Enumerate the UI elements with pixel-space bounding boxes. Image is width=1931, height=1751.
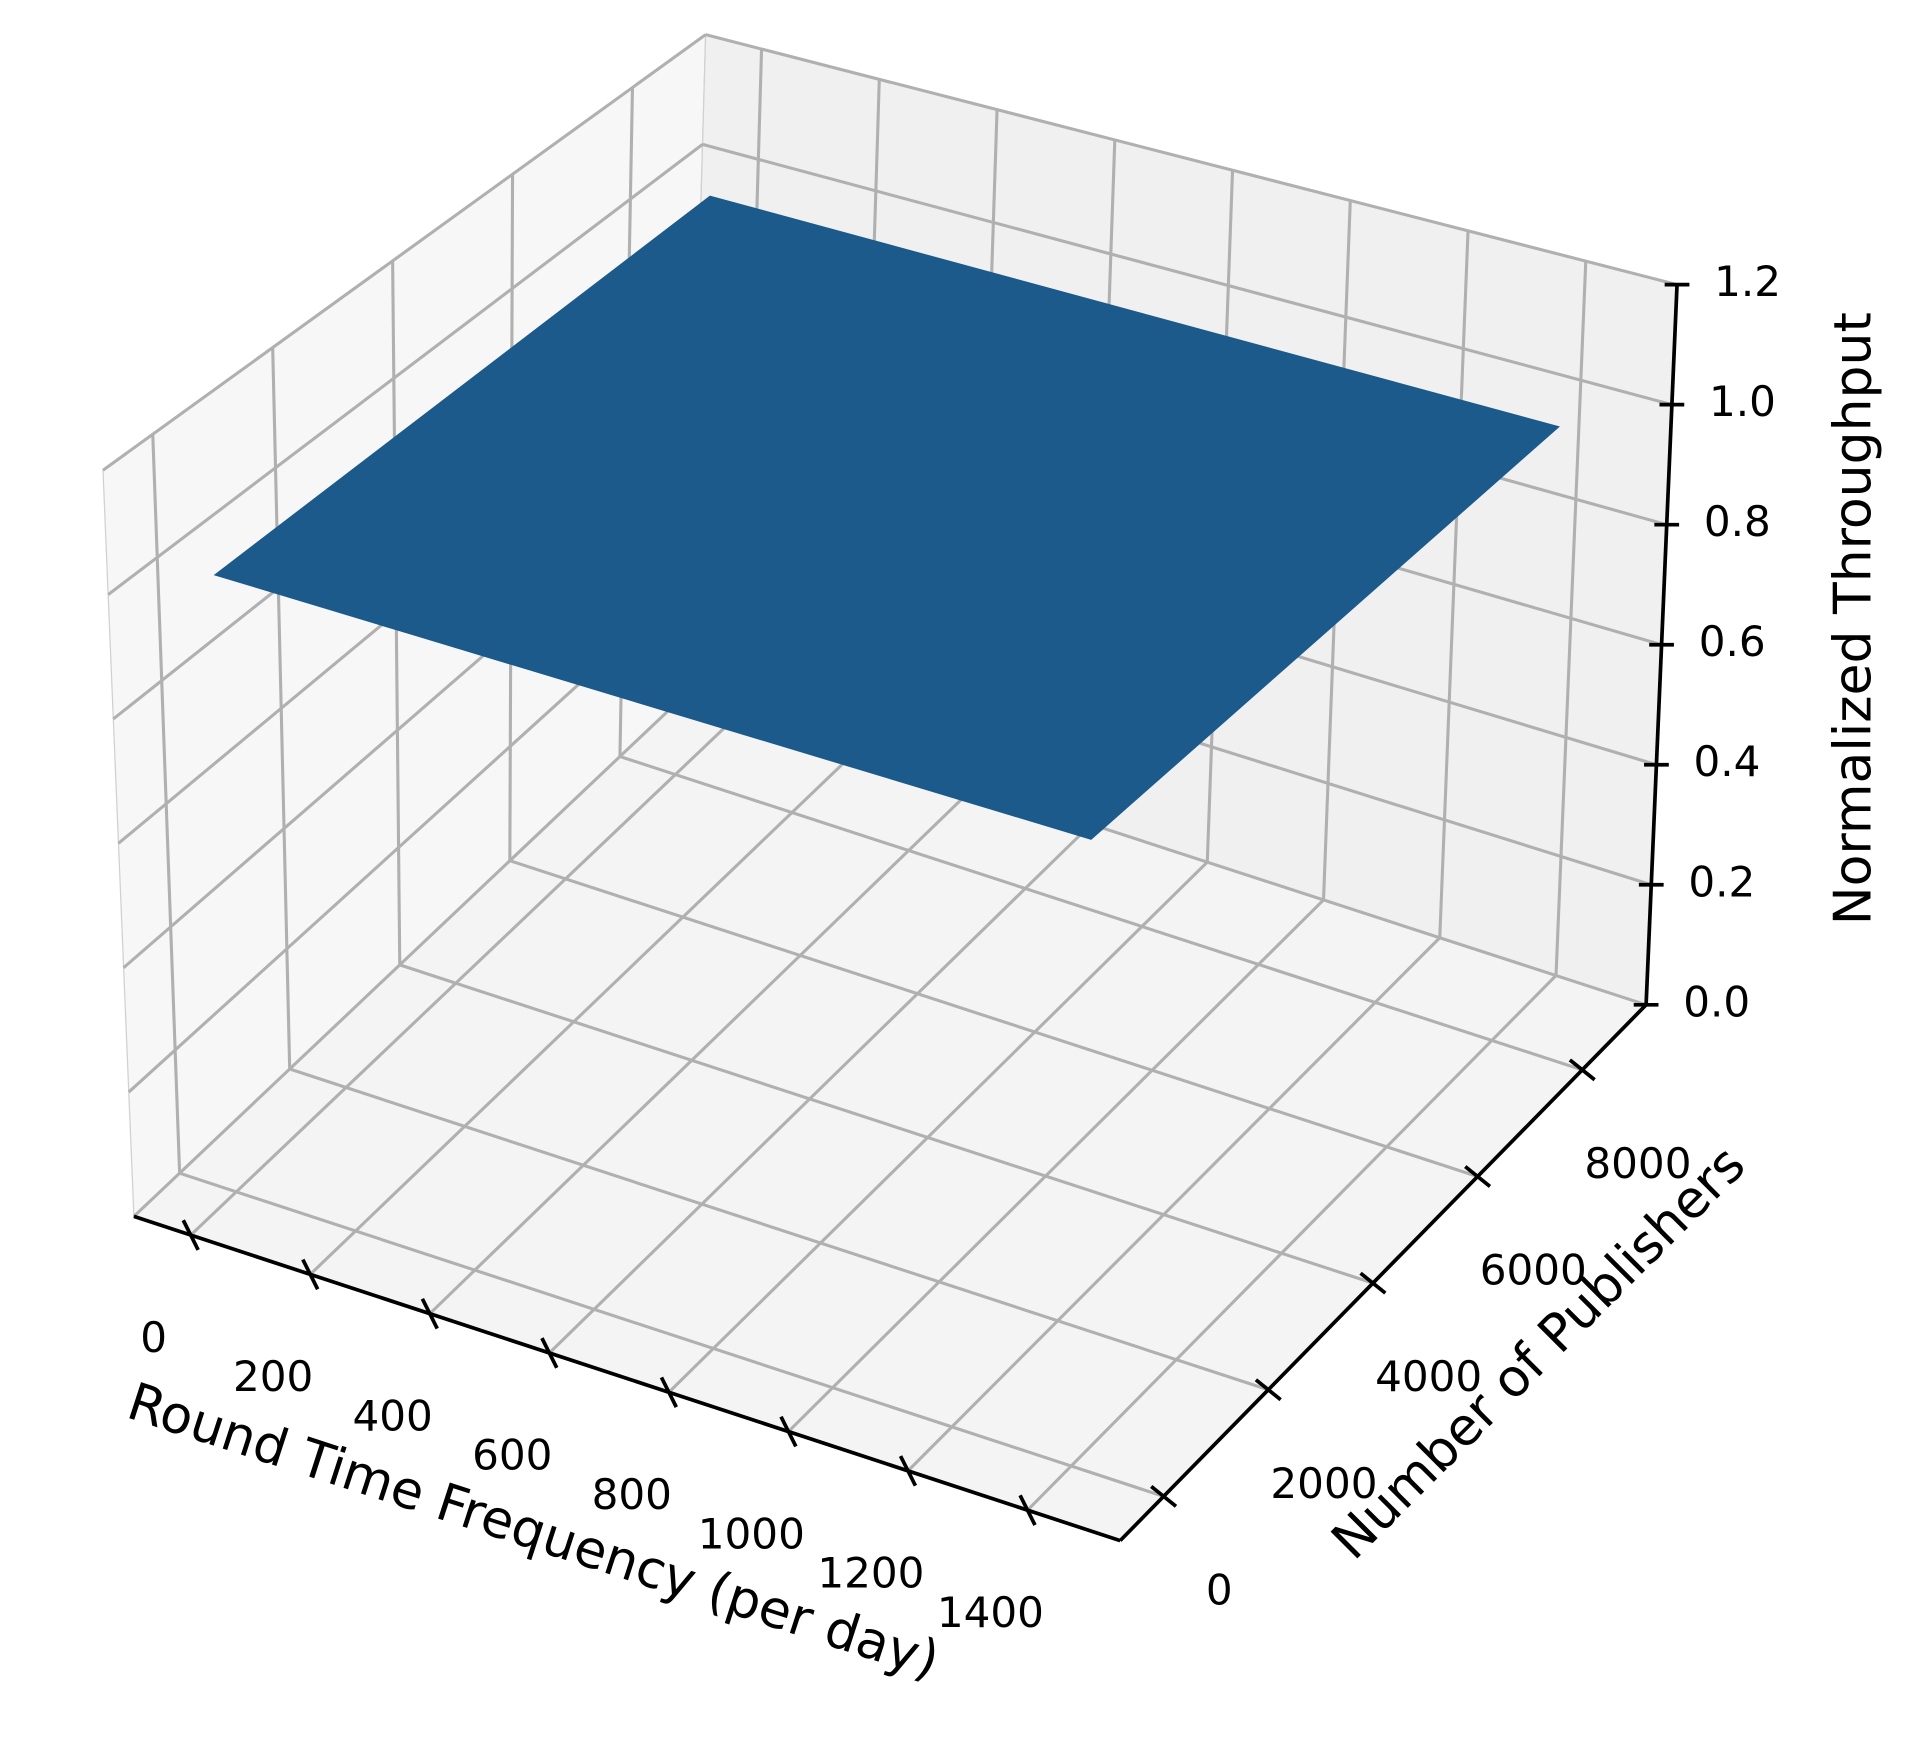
y-axis — [1118, 1003, 1648, 1542]
grid-line — [189, 709, 744, 1237]
grid-line — [702, 142, 1673, 407]
z-tick-label: 0.4 — [1694, 737, 1761, 786]
grid-line — [548, 823, 1093, 1355]
y-tick-label: 6000 — [1480, 1246, 1587, 1295]
y-tick-label: 8000 — [1584, 1139, 1691, 1188]
x-axis — [133, 1214, 1121, 1543]
x-tick — [301, 1258, 320, 1291]
x-tick — [420, 1298, 439, 1330]
grid-line — [179, 1171, 1165, 1498]
grid-line — [667, 861, 1209, 1394]
y-tick — [1150, 1485, 1178, 1508]
grid-line — [619, 755, 1583, 1072]
x-tick — [779, 1415, 798, 1448]
y-tick — [1568, 1058, 1596, 1082]
grid-line — [705, 33, 1678, 287]
x-tick-label: 200 — [233, 1352, 313, 1401]
grid-line — [107, 143, 704, 596]
x-tick — [540, 1337, 559, 1369]
z-tick-label: 0.8 — [1704, 497, 1771, 546]
x-tick-label: 1200 — [817, 1549, 924, 1598]
grid-line — [428, 785, 976, 1315]
z-tick-label: 1.0 — [1709, 377, 1776, 426]
x-tick-label: 0 — [140, 1313, 167, 1362]
x-tick-label: 600 — [472, 1431, 552, 1480]
y-tick — [1359, 1271, 1387, 1295]
grid-line — [509, 859, 1479, 1178]
grid-line — [309, 747, 860, 1276]
grid-line — [289, 1067, 1269, 1392]
y-tick — [1464, 1165, 1492, 1188]
x-tick — [1018, 1494, 1037, 1526]
x-tick — [659, 1376, 678, 1408]
surface-patch — [213, 195, 1560, 840]
grid-line — [1026, 974, 1558, 1512]
grid-line — [102, 33, 707, 472]
x-tick-label: 1000 — [698, 1509, 805, 1558]
grid-line — [399, 963, 1374, 1285]
z-tick-label: 0.0 — [1683, 977, 1750, 1026]
grid-line — [787, 898, 1325, 1433]
grid-line — [906, 936, 1441, 1472]
y-tick-label: 2000 — [1270, 1459, 1377, 1508]
x-tick-label: 400 — [353, 1391, 433, 1440]
y-tick — [1254, 1378, 1282, 1402]
z-tick-label: 0.2 — [1688, 857, 1755, 906]
x-tick — [898, 1455, 918, 1487]
x-tick-label: 1400 — [937, 1588, 1044, 1637]
z-tick-label: 1.2 — [1714, 257, 1781, 306]
z-tick-label: 0.6 — [1699, 617, 1766, 666]
x-tick-label: 800 — [592, 1470, 672, 1519]
x-tick — [181, 1219, 200, 1251]
y-tick-label: 0 — [1206, 1565, 1233, 1614]
z-axis-title: Normalized Throughput — [1823, 312, 1883, 925]
y-tick-label: 4000 — [1375, 1352, 1482, 1401]
grid-line — [132, 691, 689, 1218]
